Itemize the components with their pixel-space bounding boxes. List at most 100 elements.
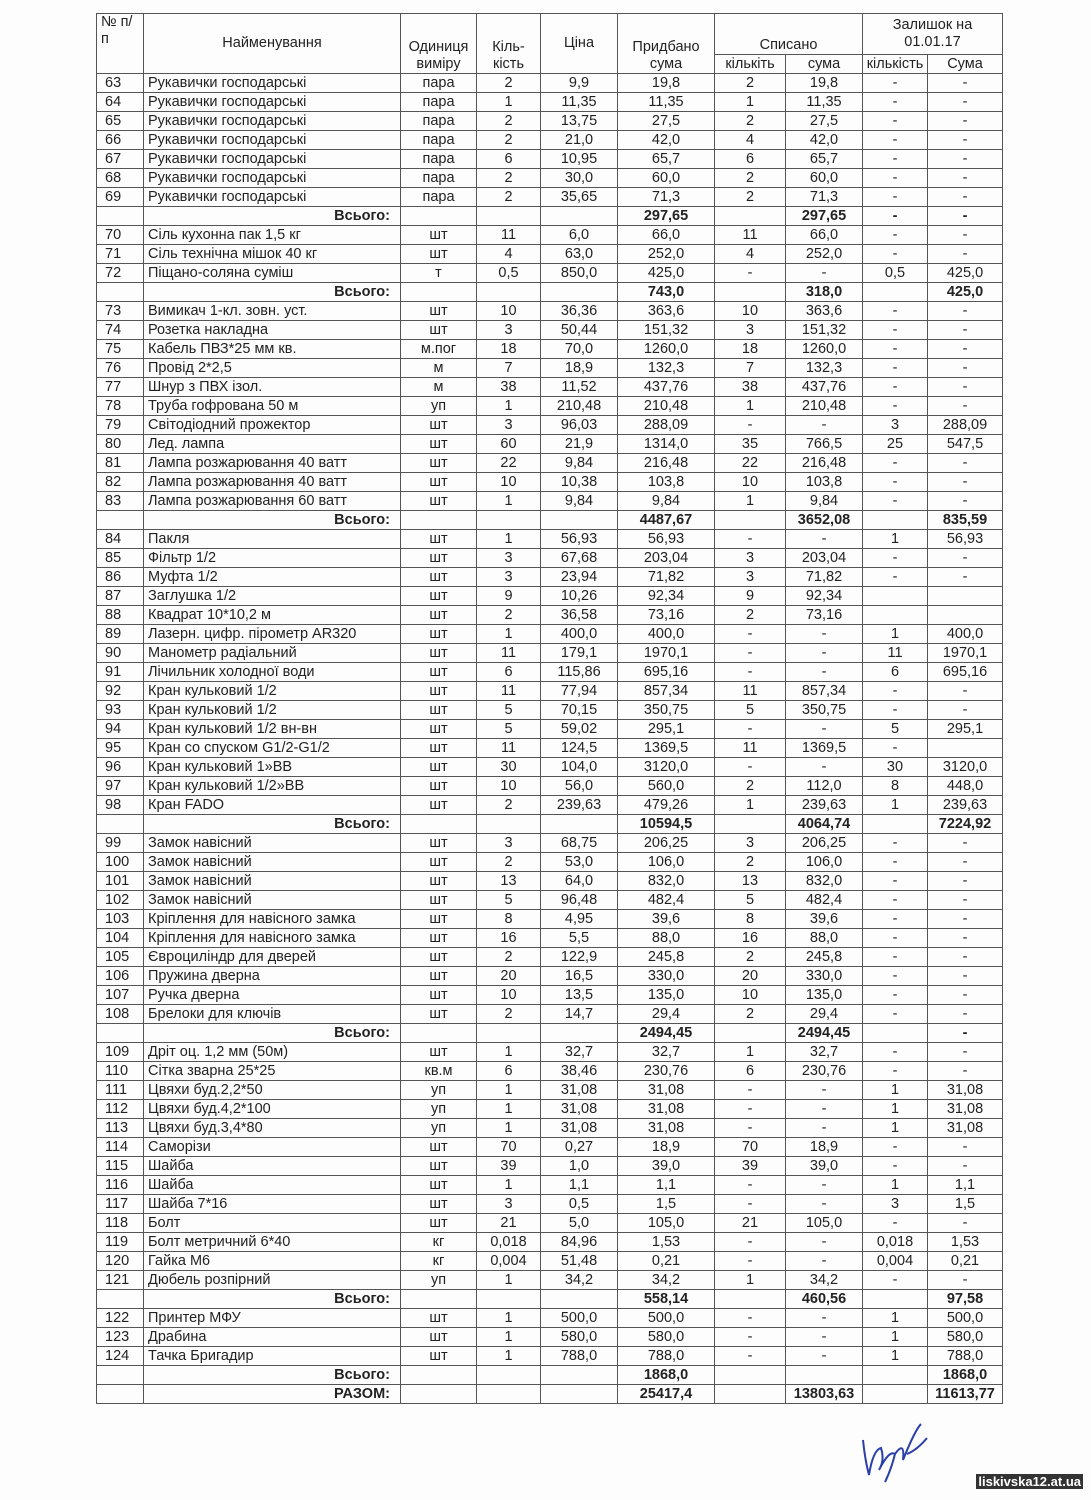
- cell-written-off-qty: 2: [714, 1004, 786, 1024]
- cell-name: Лічильник холодної води: [143, 662, 401, 682]
- cell-remainder-sum: -: [927, 1042, 1003, 1062]
- cell-written-off-sum: -: [785, 643, 863, 663]
- cell-remainder-qty: 0,004: [862, 1251, 928, 1271]
- table-row: 118 Болт шт 21 5,0 105,0 21 105,0- -: [96, 1213, 1003, 1233]
- cell-remainder-qty: -: [862, 225, 928, 245]
- cell-bought-sum: 1,1: [617, 1175, 715, 1195]
- cell-written-off-sum: -: [785, 1080, 863, 1100]
- cell-unit: м.пог: [400, 339, 477, 359]
- cell-bought-sum: 203,04: [617, 548, 715, 568]
- cell-unit: пара: [400, 130, 477, 150]
- cell-qty: 1: [476, 1308, 541, 1328]
- cell-num: 67: [96, 149, 144, 169]
- cell-empty: [400, 206, 477, 226]
- cell-name: Лампа розжарювання 60 ватт: [143, 491, 401, 511]
- cell-written-off-sum: 42,0: [785, 130, 863, 150]
- cell-price: 70,0: [540, 339, 618, 359]
- cell-written-off-qty: 6: [714, 1061, 786, 1081]
- cell-empty: [400, 1384, 477, 1404]
- cell-written-off-qty: 4: [714, 244, 786, 264]
- cell-unit: шт: [400, 605, 477, 625]
- cell-written-off-sum: 330,0: [785, 966, 863, 986]
- cell-qty: 7: [476, 358, 541, 378]
- cell-remainder-qty: -: [862, 73, 928, 93]
- cell-bought-sum: 230,76: [617, 1061, 715, 1081]
- cell-bought-sum: 3120,0: [617, 757, 715, 777]
- cell-num: 65: [96, 111, 144, 131]
- cell-name: Шайба: [143, 1156, 401, 1176]
- total-bought-sum: 10594,5: [617, 814, 715, 834]
- cell-remainder-sum: [927, 586, 1003, 606]
- cell-name: Кран FADO: [143, 795, 401, 815]
- cell-bought-sum: 132,3: [617, 358, 715, 378]
- cell-remainder-sum: -: [927, 947, 1003, 967]
- cell-name: Шнур з ПВХ ізол.: [143, 377, 401, 397]
- cell-name: Цвяхи буд.3,4*80: [143, 1118, 401, 1138]
- cell-price: 23,94: [540, 567, 618, 587]
- cell-price: 30,0: [540, 168, 618, 188]
- cell-bought-sum: 39,0: [617, 1156, 715, 1176]
- cell-remainder-qty: -: [862, 111, 928, 131]
- total-bought-sum: 4487,67: [617, 510, 715, 530]
- cell-empty: [96, 1384, 144, 1404]
- cell-empty: [476, 510, 541, 530]
- cell-written-off-qty: -: [714, 1232, 786, 1252]
- table-row: 75 Кабель ПВЗ*25 мм кв. м.пог 18 70,0 1260,0 1…: [96, 339, 1003, 359]
- cell-bought-sum: 1314,0: [617, 434, 715, 454]
- total-written-off-sum: 297,65: [785, 206, 863, 226]
- cell-name: Рукавички господарські: [143, 73, 401, 93]
- cell-written-off-qty: 11: [714, 225, 786, 245]
- cell-remainder-sum: 788,0: [927, 1346, 1003, 1366]
- cell-remainder-sum: 448,0: [927, 776, 1003, 796]
- cell-written-off-sum: 106,0: [785, 852, 863, 872]
- table-row: 113 Цвяхи буд.3,4*80 уп 1 31,08 31,08- -1 31,08: [96, 1118, 1003, 1138]
- cell-num: 122: [96, 1308, 144, 1328]
- cell-bought-sum: 210,48: [617, 396, 715, 416]
- cell-written-off-sum: 34,2: [785, 1270, 863, 1290]
- cell-unit: шт: [400, 453, 477, 473]
- cell-written-off-qty: 2: [714, 852, 786, 872]
- cell-price: 36,36: [540, 301, 618, 321]
- cell-remainder-qty: 6: [862, 662, 928, 682]
- cell-qty: 1: [476, 396, 541, 416]
- table-row: 100 Замок навісний шт 2 53,0 106,0 2 106,0- -: [96, 852, 1003, 872]
- table-row: 84 Пакля шт 1 56,93 56,93- -1 56,93: [96, 529, 1003, 549]
- cell-bought-sum: 88,0: [617, 928, 715, 948]
- cell-written-off-qty: 1: [714, 92, 786, 112]
- cell-remainder-sum: 295,1: [927, 719, 1003, 739]
- cell-num: 74: [96, 320, 144, 340]
- cell-written-off-qty: 5: [714, 700, 786, 720]
- cell-qty: 2: [476, 73, 541, 93]
- cell-unit: пара: [400, 73, 477, 93]
- cell-name: Кран кульковий 1/2: [143, 700, 401, 720]
- cell-unit: шт: [400, 586, 477, 606]
- cell-remainder-qty: -: [862, 1156, 928, 1176]
- cell-remainder-qty: 1: [862, 795, 928, 815]
- cell-remainder-sum: 239,63: [927, 795, 1003, 815]
- cell-qty: 3: [476, 548, 541, 568]
- cell-num: 118: [96, 1213, 144, 1233]
- cell-written-off-sum: 66,0: [785, 225, 863, 245]
- cell-price: 51,48: [540, 1251, 618, 1271]
- cell-price: 1,0: [540, 1156, 618, 1176]
- cell-written-off-qty: 2: [714, 73, 786, 93]
- total-remainder-qty: -: [862, 206, 928, 226]
- cell-price: 14,7: [540, 1004, 618, 1024]
- cell-written-off-qty: 1: [714, 795, 786, 815]
- cell-remainder-qty: -: [862, 738, 928, 758]
- cell-remainder-sum: -: [927, 301, 1003, 321]
- cell-unit: шт: [400, 833, 477, 853]
- cell-num: 72: [96, 263, 144, 283]
- cell-remainder-sum: -: [927, 871, 1003, 891]
- cell-unit: шт: [400, 738, 477, 758]
- total-bought-sum: 297,65: [617, 206, 715, 226]
- cell-remainder-sum: [927, 738, 1003, 758]
- cell-price: 5,5: [540, 928, 618, 948]
- cell-remainder-qty: -: [862, 909, 928, 929]
- cell-empty: [540, 1365, 618, 1385]
- cell-name: Світодіодний прожектор: [143, 415, 401, 435]
- cell-written-off-qty: 10: [714, 301, 786, 321]
- cell-price: 11,52: [540, 377, 618, 397]
- cell-num: 78: [96, 396, 144, 416]
- cell-remainder-qty: 8: [862, 776, 928, 796]
